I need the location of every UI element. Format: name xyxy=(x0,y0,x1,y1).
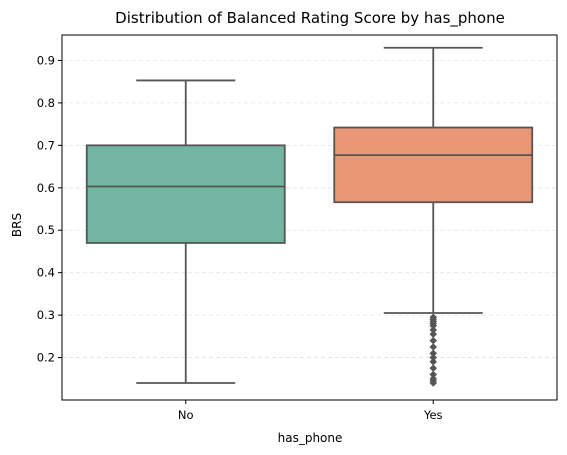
box-yes xyxy=(333,46,534,387)
y-tick-label: 0.2 xyxy=(37,351,55,365)
outlier-point xyxy=(429,326,438,334)
y-axis-label: BRS xyxy=(10,213,24,237)
y-tick-label: 0.6 xyxy=(37,181,55,195)
box-no xyxy=(85,79,286,384)
y-tick-label: 0.9 xyxy=(37,53,55,67)
iqr-box xyxy=(85,144,286,244)
x-axis-label: has_phone xyxy=(278,431,343,445)
outlier-point xyxy=(429,370,438,379)
iqr-box xyxy=(333,126,534,204)
grid-lines xyxy=(62,60,557,358)
y-tick-label: 0.4 xyxy=(37,266,55,280)
outlier-point xyxy=(429,343,438,351)
outlier-point xyxy=(429,313,438,322)
outlier-point xyxy=(429,353,438,362)
y-tick-label: 0.7 xyxy=(37,138,55,152)
outlier-point xyxy=(429,374,438,383)
outlier-point xyxy=(429,330,438,339)
chart-title: Distribution of Balanced Rating Score by… xyxy=(115,9,505,28)
outlier-point xyxy=(429,364,438,373)
outlier-point xyxy=(429,336,438,345)
outlier-point xyxy=(429,357,438,366)
y-axis: 0.2 0.3 0.4 0.5 0.6 0.7 0.8 0.9 xyxy=(37,53,62,365)
x-axis: No Yes xyxy=(178,400,443,422)
x-tick-label: No xyxy=(178,408,194,422)
y-tick-label: 0.8 xyxy=(37,96,55,110)
y-tick-label: 0.5 xyxy=(37,223,55,237)
plot-frame xyxy=(61,34,558,401)
outlier-point xyxy=(429,349,438,358)
boxes xyxy=(85,46,534,387)
y-tick-label: 0.3 xyxy=(37,308,55,322)
x-tick-label: Yes xyxy=(423,408,443,422)
